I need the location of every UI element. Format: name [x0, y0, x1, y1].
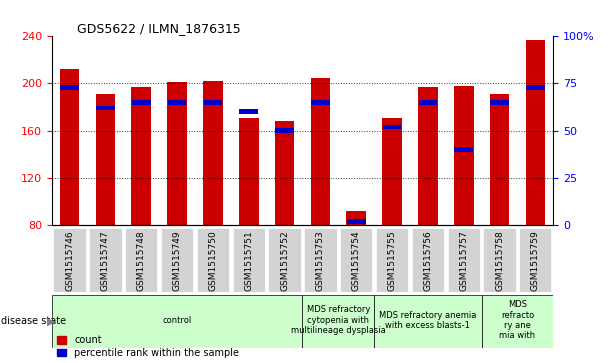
FancyBboxPatch shape [482, 295, 553, 348]
Text: GSM1515754: GSM1515754 [351, 231, 361, 291]
Bar [275, 121, 294, 225]
Bar [454, 86, 474, 225]
FancyBboxPatch shape [376, 228, 408, 292]
Bar [311, 78, 330, 225]
Text: GSM1515758: GSM1515758 [495, 231, 504, 291]
Bar [454, 147, 473, 152]
Bar [239, 118, 258, 225]
FancyBboxPatch shape [302, 295, 374, 348]
Bar [490, 100, 509, 105]
FancyBboxPatch shape [233, 228, 265, 292]
Bar [60, 69, 80, 225]
Bar [311, 100, 330, 105]
Text: ▶: ▶ [47, 316, 55, 326]
FancyBboxPatch shape [52, 295, 302, 348]
Bar [95, 94, 116, 225]
Bar [526, 85, 545, 90]
Bar [418, 100, 437, 105]
Bar [382, 118, 402, 225]
Text: GSM1515756: GSM1515756 [423, 231, 432, 291]
Text: disease state: disease state [1, 316, 66, 326]
Bar [167, 82, 187, 225]
Legend: count, percentile rank within the sample: count, percentile rank within the sample [57, 335, 239, 358]
Text: GSM1515747: GSM1515747 [101, 231, 110, 291]
Text: control: control [162, 316, 192, 325]
Bar [489, 94, 510, 225]
Bar [203, 81, 223, 225]
FancyBboxPatch shape [54, 228, 86, 292]
FancyBboxPatch shape [483, 228, 516, 292]
Text: MDS refractory
cytopenia with
multilineage dysplasia: MDS refractory cytopenia with multilinea… [291, 305, 385, 335]
FancyBboxPatch shape [304, 228, 336, 292]
Bar [275, 128, 294, 133]
Bar [418, 87, 438, 225]
Text: GSM1515755: GSM1515755 [387, 231, 396, 291]
Bar [347, 211, 366, 225]
Text: GDS5622 / ILMN_1876315: GDS5622 / ILMN_1876315 [77, 22, 241, 35]
Text: GSM1515753: GSM1515753 [316, 231, 325, 291]
Text: MDS
refracto
ry ane
mia with: MDS refracto ry ane mia with [499, 300, 536, 340]
Bar [525, 40, 545, 225]
FancyBboxPatch shape [340, 228, 372, 292]
Text: MDS refractory anemia
with excess blasts-1: MDS refractory anemia with excess blasts… [379, 311, 477, 330]
FancyBboxPatch shape [197, 228, 229, 292]
Bar [132, 100, 151, 105]
Text: GSM1515749: GSM1515749 [173, 231, 182, 291]
FancyBboxPatch shape [161, 228, 193, 292]
Text: GSM1515759: GSM1515759 [531, 231, 540, 291]
Bar [204, 100, 223, 105]
Text: GSM1515748: GSM1515748 [137, 231, 146, 291]
Text: GSM1515757: GSM1515757 [459, 231, 468, 291]
FancyBboxPatch shape [519, 228, 551, 292]
FancyBboxPatch shape [412, 228, 444, 292]
Bar [96, 106, 115, 110]
Text: GSM1515752: GSM1515752 [280, 231, 289, 291]
FancyBboxPatch shape [89, 228, 122, 292]
FancyBboxPatch shape [374, 295, 482, 348]
Bar [168, 100, 187, 105]
Text: GSM1515751: GSM1515751 [244, 231, 254, 291]
FancyBboxPatch shape [269, 228, 301, 292]
Bar [60, 85, 79, 90]
Bar [240, 109, 258, 114]
Bar [347, 219, 365, 224]
Bar [382, 125, 401, 129]
Text: GSM1515746: GSM1515746 [65, 231, 74, 291]
FancyBboxPatch shape [125, 228, 157, 292]
Text: GSM1515750: GSM1515750 [209, 231, 218, 291]
FancyBboxPatch shape [447, 228, 480, 292]
Bar [131, 87, 151, 225]
